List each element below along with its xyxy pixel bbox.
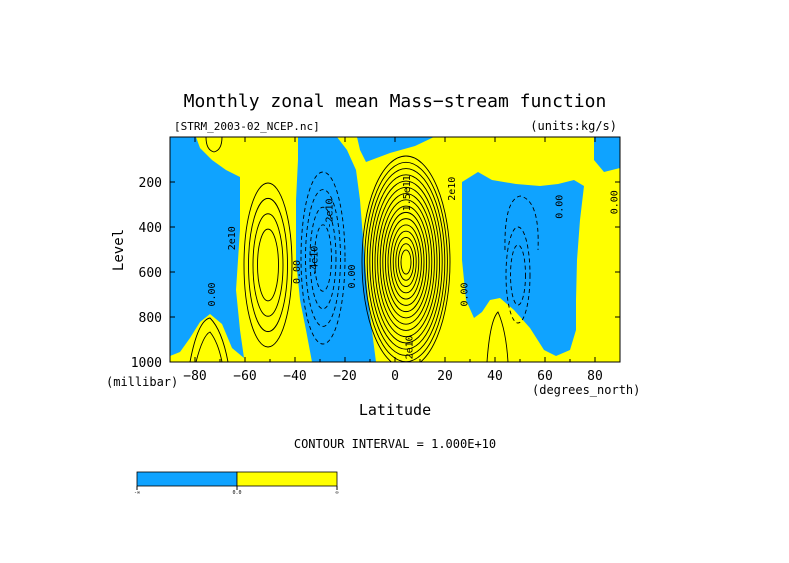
contour-hadley-cell-12 bbox=[390, 224, 422, 300]
y-axis-label: Level bbox=[111, 229, 127, 271]
contour-lines bbox=[189, 137, 539, 362]
colorbar-positive bbox=[236, 471, 338, 487]
contour-label-1: 2e10 bbox=[227, 226, 238, 250]
contour-south-negative-cell-4 bbox=[314, 224, 332, 292]
contour-label-5: -2e10 bbox=[325, 198, 336, 228]
contour-south-top bbox=[205, 137, 223, 153]
contour-north-negative-cell-2 bbox=[510, 244, 526, 306]
y-tick-label-600: 600 bbox=[139, 266, 162, 281]
x-tick-label-40: 40 bbox=[487, 369, 503, 384]
y-tick-label-200: 200 bbox=[139, 176, 162, 191]
x-tick-label-60: 60 bbox=[537, 369, 553, 384]
negative-region-south-midlat bbox=[296, 137, 376, 362]
negative-region-north-midlat bbox=[462, 172, 584, 356]
file-label: [STRM_2003-02_NCEP.nc] bbox=[174, 120, 320, 133]
y-tick-label-1000: 1000 bbox=[131, 356, 162, 371]
y-tick-label-800: 800 bbox=[139, 311, 162, 326]
contour-hadley-cell-6 bbox=[374, 186, 438, 338]
contour-label-12: 0.00 bbox=[610, 190, 621, 214]
colorbar: -∞ 0.0 ∞ bbox=[134, 471, 339, 496]
contour-ferrel-south-2 bbox=[248, 197, 288, 333]
negative-regions bbox=[170, 137, 620, 362]
contour-hadley-cell-1 bbox=[361, 155, 451, 362]
contour-ferrel-south-1 bbox=[243, 182, 293, 348]
contour-hadley-cell-13 bbox=[392, 230, 420, 294]
contour-label-2: 0.00 bbox=[207, 282, 218, 306]
shaded-field bbox=[170, 137, 620, 362]
contour-north-low bbox=[486, 311, 509, 362]
units-label: (units:kg/s) bbox=[530, 119, 617, 133]
contour-ferrel-south-3 bbox=[252, 213, 284, 317]
x-tick-label--80: −80 bbox=[183, 369, 206, 384]
colorbar-negative bbox=[136, 471, 238, 487]
contour-interval-text: CONTOUR INTERVAL = 1.000E+10 bbox=[294, 437, 496, 451]
contour-label-3: 0.00 bbox=[292, 260, 303, 284]
contour-hadley-cell-10 bbox=[384, 211, 428, 313]
contour-ferrel-south-4 bbox=[257, 228, 279, 302]
contour-north-negative-cell-1 bbox=[505, 226, 531, 324]
contour-label-8: 1.5e11 bbox=[402, 175, 413, 211]
contour-hadley-cell-15 bbox=[397, 243, 415, 281]
colorbar-label-mid: 0.0 bbox=[232, 490, 241, 496]
colorbar-label-left: -∞ bbox=[134, 490, 140, 496]
contour-south-negative-cell-2 bbox=[305, 189, 341, 327]
contour-label-9: 2e10 bbox=[447, 177, 458, 201]
contour-north-negative-upper bbox=[504, 195, 539, 251]
negative-region-south-polar bbox=[170, 137, 244, 358]
contour-south-polar-1 bbox=[189, 317, 229, 362]
axis-ticks: −80 −60 −40 −20 0 20 40 60 80 200 400 600 800 1000 bbox=[131, 137, 621, 384]
contour-label-4: -4e10 bbox=[310, 246, 321, 276]
contour-hadley-cell-7 bbox=[377, 193, 435, 331]
contour-hadley-cell-14 bbox=[395, 236, 417, 288]
x-tick-label--40: −40 bbox=[283, 369, 306, 384]
contour-hadley-cell-3 bbox=[366, 168, 446, 356]
contour-south-polar-2 bbox=[195, 331, 223, 362]
contour-hadley-cell-5 bbox=[371, 180, 441, 344]
contour-label-10: 0.00 bbox=[460, 282, 471, 306]
x-axis-units: (degrees_north) bbox=[532, 383, 640, 397]
contour-hadley-cell-9 bbox=[382, 205, 430, 319]
contour-hadley-cell-8 bbox=[379, 199, 433, 325]
negative-region-north-polar-top bbox=[594, 137, 620, 172]
contour-south-negative-cell-1 bbox=[300, 171, 346, 345]
y-axis-units: (millibar) bbox=[106, 375, 178, 389]
colorbar-label-right: ∞ bbox=[335, 490, 338, 496]
chart-title: Monthly zonal mean Mass−stream function bbox=[184, 91, 607, 112]
contour-south-negative-cell-3 bbox=[309, 206, 337, 310]
contour-label-7: 2e10 bbox=[405, 335, 416, 359]
x-tick-label-80: 80 bbox=[587, 369, 603, 384]
contour-label-group: 2e10 0.00 0.00 -4e10 -2e10 0.00 2e10 1.5e11 2e10… bbox=[207, 175, 621, 359]
contour-label-11: 0.00 bbox=[555, 195, 566, 219]
y-tick-label-400: 400 bbox=[139, 221, 162, 236]
contour-hadley-cell-4 bbox=[369, 174, 443, 350]
x-axis-label: Latitude bbox=[359, 401, 431, 419]
x-tick-label-20: 20 bbox=[437, 369, 453, 384]
contour-label-6: 0.00 bbox=[347, 264, 358, 288]
x-tick-label--60: −60 bbox=[233, 369, 256, 384]
x-tick-label--20: −20 bbox=[333, 369, 356, 384]
negative-region-upper-tropic bbox=[357, 137, 434, 162]
contour-hadley-cell-11 bbox=[387, 218, 425, 306]
contour-hadley-cell-16 bbox=[400, 249, 412, 275]
x-tick-label-0: 0 bbox=[391, 369, 399, 384]
